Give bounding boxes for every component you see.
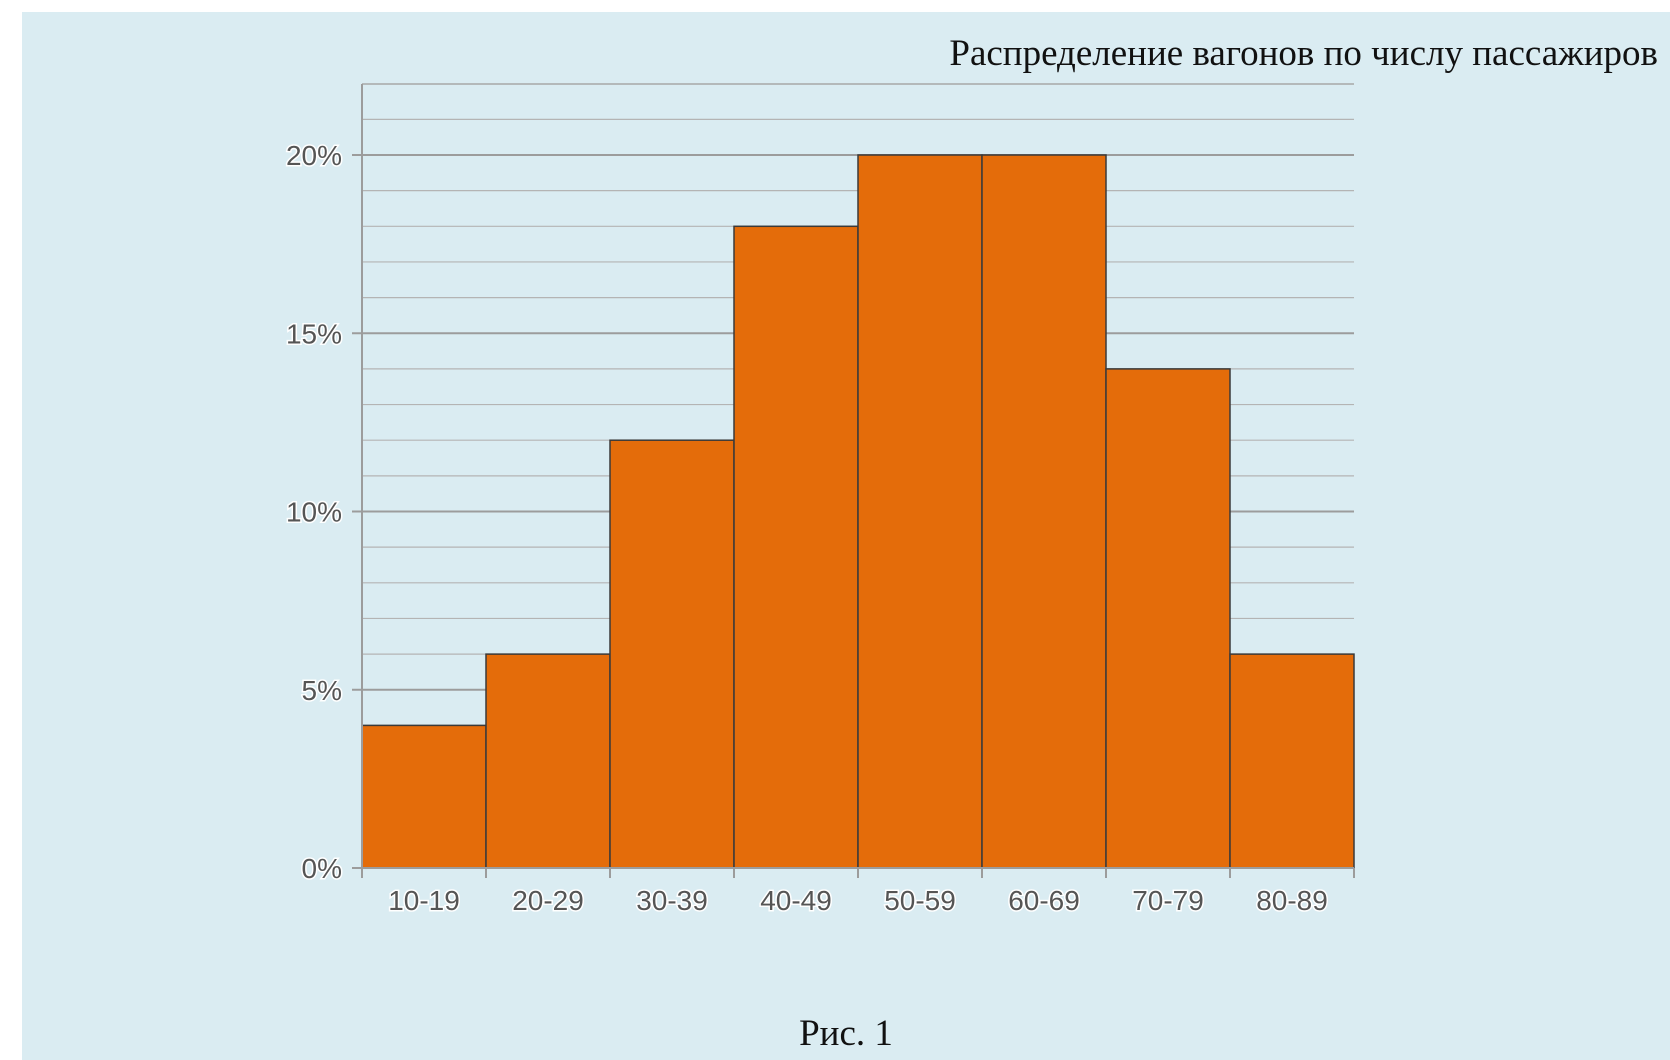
- y-tick-label: 15%: [286, 318, 342, 349]
- x-tick-label: 50-59: [884, 885, 956, 916]
- histogram-chart: 0% 5% 10% 15% 20% 10-19 20-29 30-39 40-49 50-59 60…: [284, 83, 1355, 918]
- bar-80-89: [1229, 653, 1355, 869]
- y-tick-label: 5%: [302, 675, 342, 706]
- y-tick-label: 10%: [286, 497, 342, 528]
- bar-40-49: [733, 225, 859, 869]
- x-tick-label: 30-39: [636, 885, 708, 916]
- y-tick-label: 0%: [302, 853, 342, 884]
- figure-caption: Рис. 1: [799, 1013, 893, 1054]
- x-tick-label: 70-79: [1132, 885, 1204, 916]
- x-tick-label: 20-29: [512, 885, 584, 916]
- y-tick-label: 20%: [286, 140, 342, 171]
- figure-panel: Распределение вагонов по числу пассажиро…: [22, 12, 1670, 1060]
- chart-title: Распределение вагонов по числу пассажиро…: [949, 33, 1658, 74]
- bar-10-19: [361, 724, 487, 869]
- bar-30-39: [609, 439, 735, 869]
- bar-70-79: [1105, 368, 1231, 869]
- bar-60-69: [981, 154, 1107, 869]
- bar-20-29: [485, 653, 611, 869]
- x-tick-label: 10-19: [388, 885, 460, 916]
- bar-50-59: [857, 154, 983, 869]
- x-tick-label: 40-49: [760, 885, 832, 916]
- x-tick-label: 80-89: [1256, 885, 1328, 916]
- x-tick-label: 60-69: [1008, 885, 1080, 916]
